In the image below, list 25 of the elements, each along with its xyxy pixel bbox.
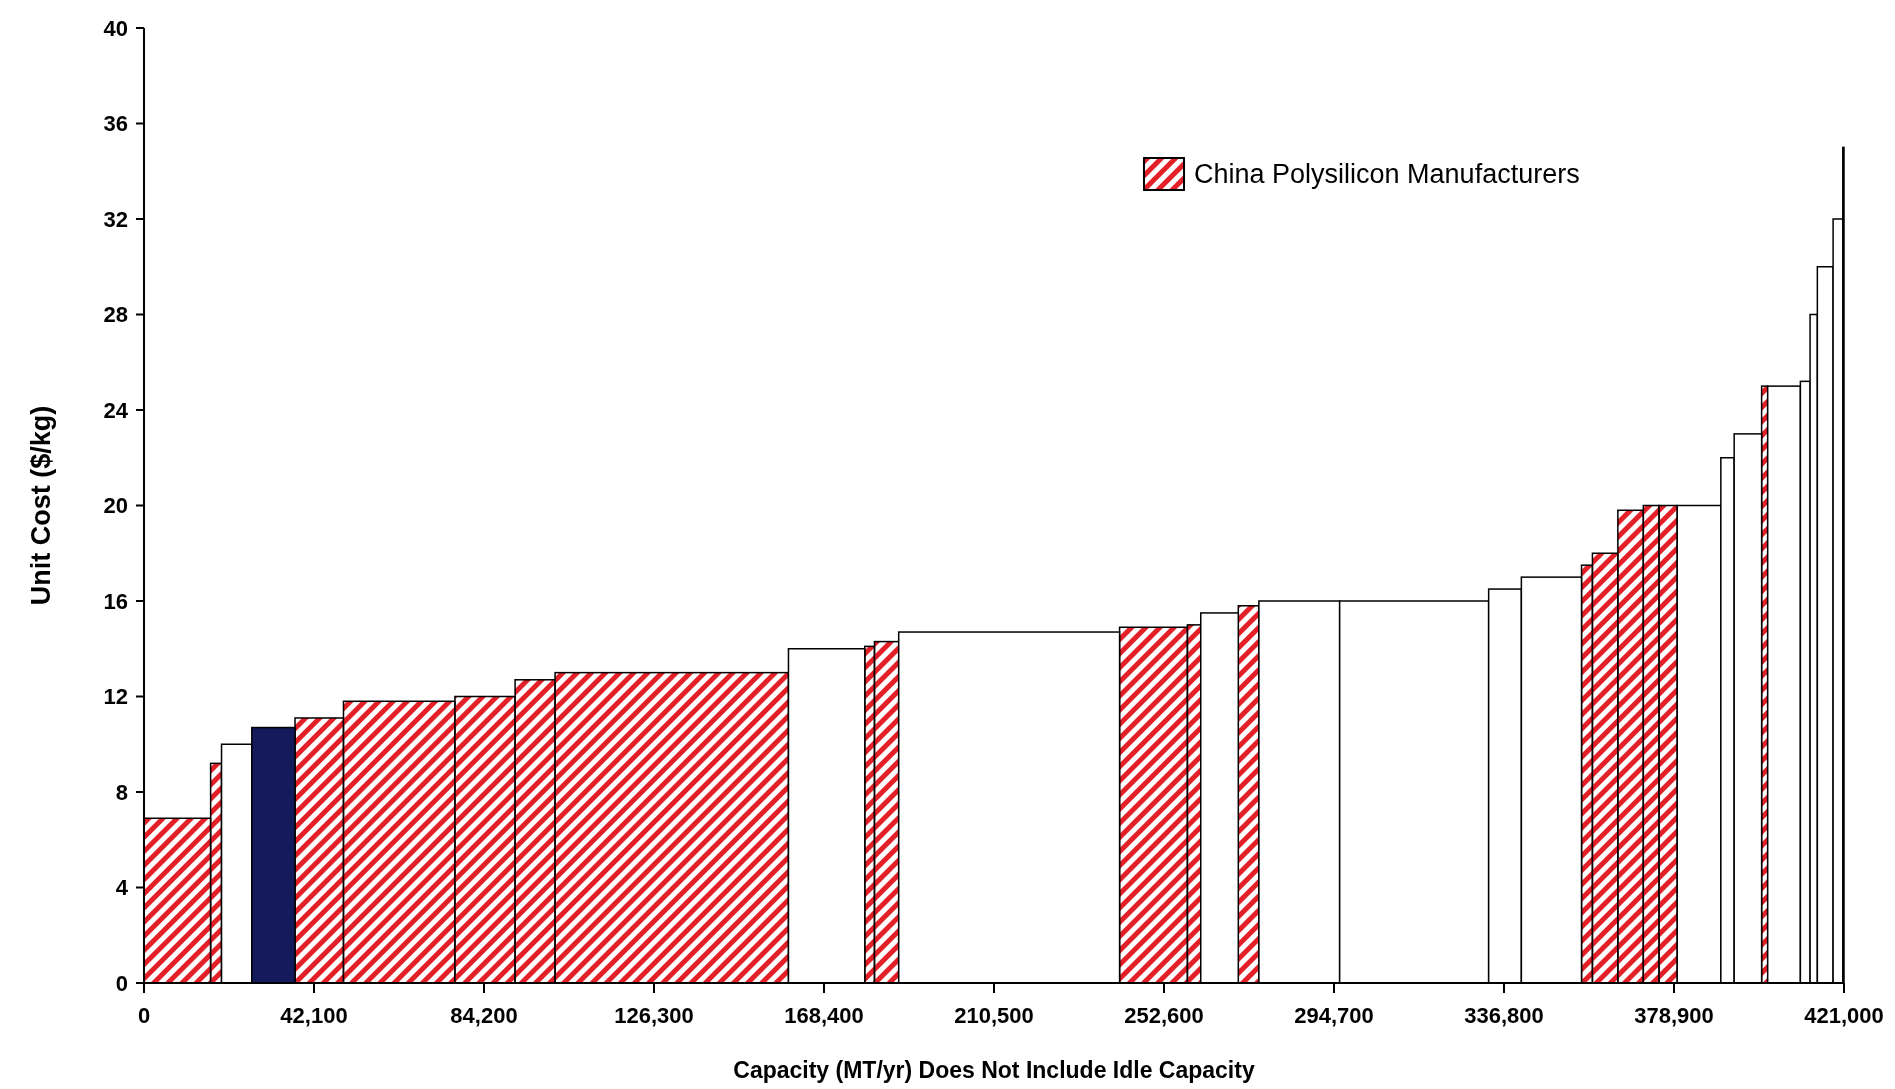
y-tick-label: 16 — [103, 588, 128, 614]
x-tick-label: 294,700 — [1294, 1003, 1374, 1028]
y-tick-label: 36 — [103, 111, 128, 137]
x-tick-label: 84,200 — [450, 1003, 518, 1028]
x-axis-title: Capacity (MT/yr) Does Not Include Idle Capacity — [733, 1057, 1255, 1083]
x-tick-label: 252,600 — [1124, 1003, 1204, 1028]
y-axis-title: Unit Cost ($/kg) — [26, 405, 56, 606]
x-tick-label: 336,800 — [1464, 1003, 1544, 1028]
y-tick-label: 20 — [103, 493, 128, 519]
y-tick-label: 8 — [115, 779, 128, 805]
x-tick-label: 378,900 — [1634, 1003, 1714, 1028]
y-tick-label: 24 — [103, 397, 129, 423]
x-tick-label: 42,100 — [280, 1003, 348, 1028]
y-tick-label: 28 — [103, 302, 128, 328]
x-tick-label: 168,400 — [784, 1003, 864, 1028]
x-tick-label: 210,500 — [954, 1003, 1034, 1028]
y-tick-label: 32 — [103, 206, 128, 232]
y-tick-label: 0 — [115, 970, 128, 996]
y-tick-label: 12 — [103, 684, 128, 710]
legend-label: China Polysilicon Manufacturers — [1194, 159, 1580, 189]
x-tick-label: 421,000 — [1804, 1003, 1884, 1028]
x-tick-label: 126,300 — [614, 1003, 694, 1028]
y-tick-label: 40 — [103, 15, 128, 41]
y-tick-label: 4 — [115, 875, 129, 901]
x-tick-label: 0 — [137, 1003, 151, 1028]
